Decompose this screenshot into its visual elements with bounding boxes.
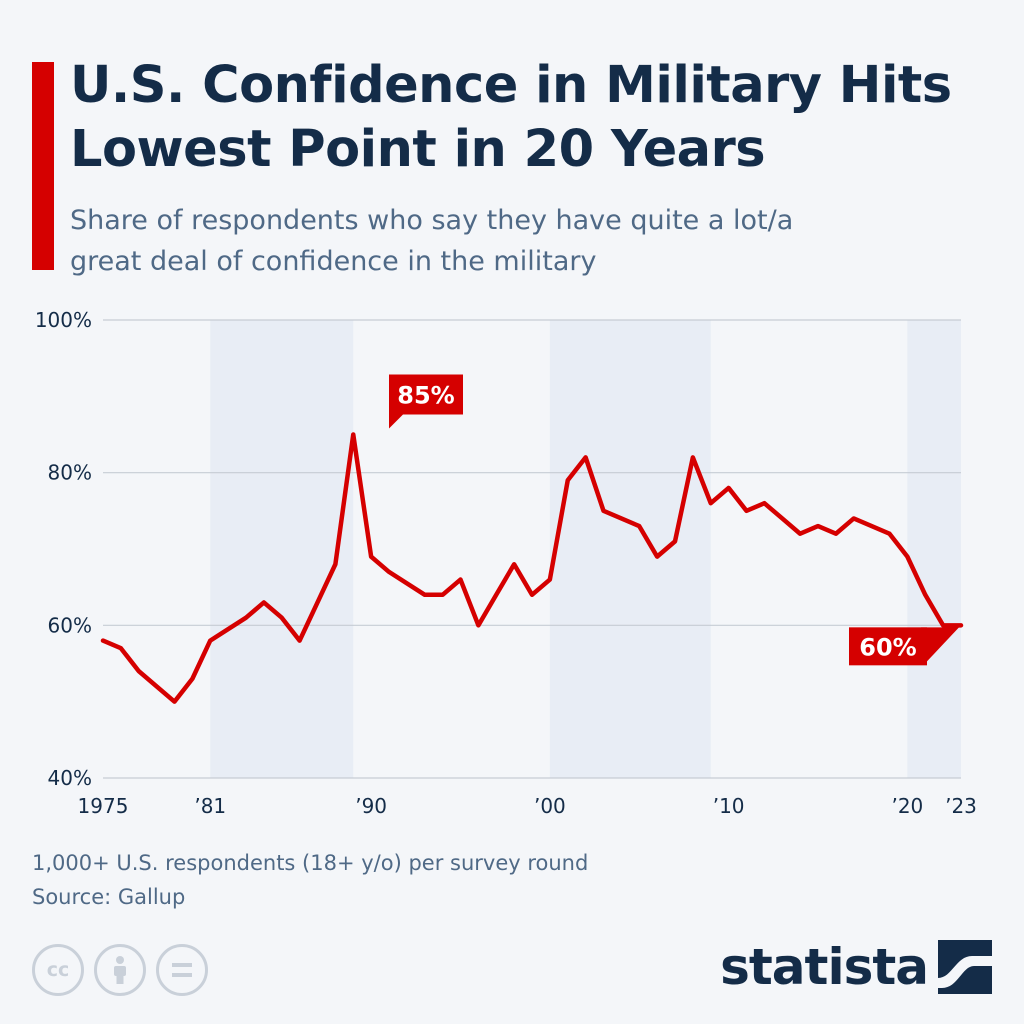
shaded-band-1 [549, 320, 711, 778]
annotation-peak: 85% [389, 374, 463, 429]
source-note: Source: Gallup [32, 885, 186, 909]
annotation-latest: 60% [849, 627, 959, 666]
annotations: 85% 60% [389, 374, 959, 666]
no-derivatives-icon[interactable] [156, 944, 208, 996]
footnote: 1,000+ U.S. respondents (18+ y/o) per su… [32, 846, 588, 914]
statista-mark-icon [938, 940, 992, 994]
y-tick-label: 60% [48, 613, 92, 637]
x-tick-label: ’23 [945, 794, 977, 818]
x-axis-ticks: 1975 ’81 ’90 ’00 ’10 ’20 ’23 [78, 794, 977, 818]
x-tick-label: ’10 [713, 794, 745, 818]
x-tick-label: ’81 [194, 794, 226, 818]
brand-wordmark: statista [720, 938, 929, 996]
shaded-band-0 [210, 320, 354, 778]
y-axis-ticks: 100% 80% 60% 40% [35, 308, 92, 790]
annotation-latest-label: 60% [859, 633, 916, 661]
attribution-icon[interactable] [94, 944, 146, 996]
x-tick-label: ’00 [534, 794, 566, 818]
chart-subtitle: Share of respondents who say they have q… [70, 205, 794, 277]
title-accent-bar [32, 62, 54, 270]
x-tick-label: ’20 [891, 794, 923, 818]
y-tick-label: 80% [48, 461, 92, 485]
line-chart: 100% 80% 60% 40% 1975 ’81 ’90 ’00 ’10 ’20 ’23 85%… [35, 308, 977, 818]
statista-logo[interactable]: statista [720, 934, 992, 1000]
y-tick-label: 40% [48, 766, 92, 790]
cc-icon[interactable]: cc [32, 944, 84, 996]
gridlines [103, 319, 961, 779]
annotation-peak-label: 85% [397, 382, 454, 410]
x-tick-label: 1975 [78, 794, 129, 818]
license-icons: cc [32, 944, 208, 998]
series-line [100, 432, 964, 704]
chart-title: U.S. Confidence in Military Hits Lowest … [70, 56, 952, 179]
y-tick-label: 100% [35, 308, 92, 332]
sample-note: 1,000+ U.S. respondents (18+ y/o) per su… [32, 851, 589, 875]
shaded-decades [210, 320, 961, 778]
shaded-band-2 [907, 320, 961, 778]
x-tick-label: ’90 [355, 794, 387, 818]
